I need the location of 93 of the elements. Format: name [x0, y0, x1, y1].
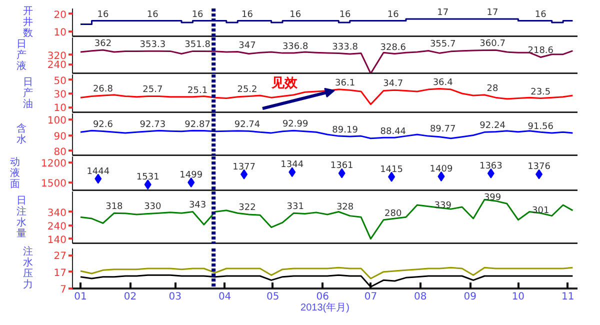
y-tick-label: 240: [47, 60, 67, 72]
annotation: 88.44: [380, 126, 406, 137]
annotation: 25.1: [188, 86, 208, 96]
annotation: 见效: [270, 76, 298, 91]
annotation: 17: [486, 8, 498, 18]
data-label: 1361: [330, 161, 354, 172]
annotation: 360.7: [480, 39, 506, 50]
y-axis-title: 日产液: [16, 39, 26, 72]
annotation: 336.8: [282, 42, 308, 52]
y-tick-label: 340: [47, 208, 67, 219]
annotation: 26.8: [92, 84, 114, 95]
annotation: 280: [384, 208, 402, 219]
annotation: 92.99: [282, 120, 308, 130]
annotation: 89.19: [332, 126, 358, 136]
y-tick-label: 10: [54, 103, 67, 114]
annotation: 218.6: [528, 46, 554, 56]
x-tick-label: 03: [168, 292, 182, 302]
annotation: 16: [339, 10, 352, 20]
annotation: 322: [238, 203, 256, 214]
annotation: 92.24: [480, 120, 506, 131]
annotation: 328: [336, 202, 354, 212]
x-tick-label: 07: [364, 292, 378, 302]
y-axis-title: 动液面: [10, 157, 20, 190]
annotation: 333.8: [332, 42, 358, 52]
annotation: 92.73: [140, 120, 166, 130]
annotation: 16: [290, 10, 302, 20]
annotation: 16: [192, 10, 204, 20]
y-tick-label: 10: [54, 27, 67, 38]
data-label: 1409: [430, 164, 453, 174]
annotation: 343: [188, 200, 206, 210]
data-label: 1363: [479, 161, 502, 172]
annotation: 330: [144, 202, 162, 212]
annotation: 25.7: [142, 85, 163, 96]
annotation: 355.7: [430, 40, 456, 50]
annotation: 16: [146, 10, 159, 20]
x-tick-label: 02: [124, 292, 137, 302]
annotation: 28: [486, 84, 499, 94]
y-tick-label: 1200: [41, 158, 67, 170]
annotation: 16: [387, 10, 400, 20]
annotation: 36.4: [432, 78, 454, 88]
annotation: 318: [106, 202, 124, 212]
data-label: 1377: [232, 162, 256, 172]
x-tick-label: 11: [562, 292, 574, 302]
annotation: 92.6: [92, 120, 114, 130]
y-tick-label: 140: [47, 234, 67, 246]
annotation: 347: [238, 40, 256, 51]
annotation: 23.5: [530, 87, 551, 98]
x-tick-label: 04: [218, 292, 232, 302]
y-tick-label: 90: [54, 131, 67, 142]
y-axis-title: 注水压力: [22, 246, 33, 290]
annotation: 17: [437, 8, 449, 18]
x-tick-label: 09: [464, 292, 476, 302]
y-axis-title: 日产油: [22, 77, 33, 110]
y-tick-label: 27: [54, 251, 67, 262]
y-tick-label: 20: [54, 10, 67, 21]
data-label: 1499: [180, 170, 203, 180]
annotation: 16: [97, 10, 109, 20]
y-axis-title: 含水: [16, 122, 26, 146]
y-tick-label: 7: [60, 284, 67, 296]
annotation: 89.77: [430, 124, 456, 135]
x-tick-label: 01: [74, 292, 87, 302]
y-tick-label: 80: [54, 146, 67, 158]
y-tick-label: 240: [47, 221, 67, 232]
y-axis-title: 日注水量: [16, 196, 26, 240]
annotation: 16: [242, 10, 254, 20]
annotation: 351.8: [184, 40, 211, 50]
data-label: 1376: [528, 162, 551, 172]
y-tick-label: 100: [47, 116, 67, 127]
annotation: 328.6: [380, 42, 406, 53]
data-label: 1415: [380, 164, 403, 175]
y-tick-label: 320: [47, 50, 67, 62]
x-tick-label: 05: [266, 292, 280, 302]
y-tick-label: 1500: [41, 178, 67, 190]
y-tick-label: 50: [54, 76, 67, 87]
annotation: 25.2: [237, 85, 258, 96]
annotation: 331: [286, 202, 304, 212]
annotation: 36.1: [335, 78, 356, 88]
x-tick-label: 06: [316, 292, 329, 302]
x-tick-label: 08: [414, 292, 427, 302]
annotation: 34.7: [383, 79, 404, 90]
annotation: 353.3: [140, 40, 166, 50]
annotation: 91.56: [528, 122, 554, 132]
data-label: 1531: [136, 172, 160, 183]
annotation: 92.87: [184, 120, 210, 130]
y-tick-label: 30: [54, 90, 67, 100]
annotation: 92.74: [234, 120, 260, 130]
x-tick-label: 10: [512, 292, 525, 302]
x-axis-title: 2013(年月): [300, 302, 350, 314]
annotation: 16: [534, 10, 547, 20]
annotation: 362: [94, 39, 112, 50]
data-label: 1444: [86, 166, 110, 177]
data-label: 1344: [280, 160, 304, 170]
y-tick-label: 17: [54, 268, 67, 279]
